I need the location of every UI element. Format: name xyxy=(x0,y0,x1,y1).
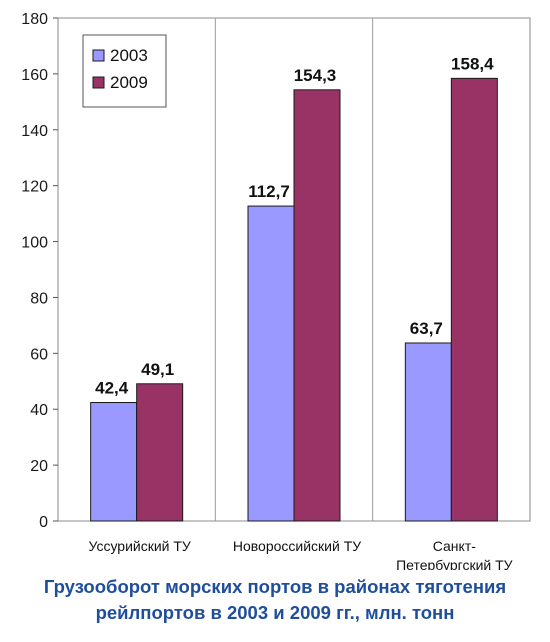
x-tick-label: Новороссийский ТУ xyxy=(233,538,361,554)
data-label-2009: 158,4 xyxy=(451,54,494,73)
y-tick-label: 80 xyxy=(30,290,48,307)
x-tick-label: Петербургский ТУ xyxy=(396,557,513,570)
y-tick-label: 180 xyxy=(21,11,48,28)
caption-line-1: Грузооборот морских портов в районах тяг… xyxy=(43,576,507,597)
y-tick-label: 0 xyxy=(39,514,48,531)
bar-2009 xyxy=(136,383,184,522)
legend-swatch-2003 xyxy=(92,49,105,62)
legend-swatch-2009 xyxy=(92,76,105,89)
legend-label-2003: 2003 xyxy=(110,46,148,65)
bar-2003 xyxy=(247,205,295,522)
data-label-2009: 154,3 xyxy=(294,66,337,85)
data-label-2003: 63,7 xyxy=(410,319,443,338)
chart-area: 0 20 40 60 80 100 120 140 160 180 42,4 49,1 Уссурийс… xyxy=(21,11,531,570)
data-label-2003: 112,7 xyxy=(248,182,290,201)
chart-caption: Грузооборот морских портов в районах тяг… xyxy=(0,574,550,626)
legend-label-2009: 2009 xyxy=(110,73,148,92)
data-label-2003: 42,4 xyxy=(95,379,129,398)
bar-2009 xyxy=(450,77,498,522)
y-tick-label: 120 xyxy=(21,179,48,196)
legend-box xyxy=(82,34,167,108)
bar-chart: 0 20 40 60 80 100 120 140 160 180 42,4 49,1 Уссурийс… xyxy=(21,11,531,570)
y-tick-label: 40 xyxy=(30,402,48,419)
y-tick-label: 140 xyxy=(21,123,48,140)
x-tick-label: Уссурийский ТУ xyxy=(89,538,191,554)
bar-2009 xyxy=(293,89,341,522)
y-tick-label: 100 xyxy=(21,235,48,252)
y-tick-label: 20 xyxy=(30,458,48,475)
bar-2003 xyxy=(90,402,138,522)
caption-line-2: рейлпортов в 2003 и 2009 гг., млн. тонн xyxy=(95,602,455,623)
y-tick-label: 60 xyxy=(30,346,48,363)
x-tick-label: Санкт- xyxy=(433,538,476,554)
bar-2003 xyxy=(404,342,452,522)
y-tick-label: 160 xyxy=(21,67,48,84)
data-label-2009: 49,1 xyxy=(141,360,174,379)
